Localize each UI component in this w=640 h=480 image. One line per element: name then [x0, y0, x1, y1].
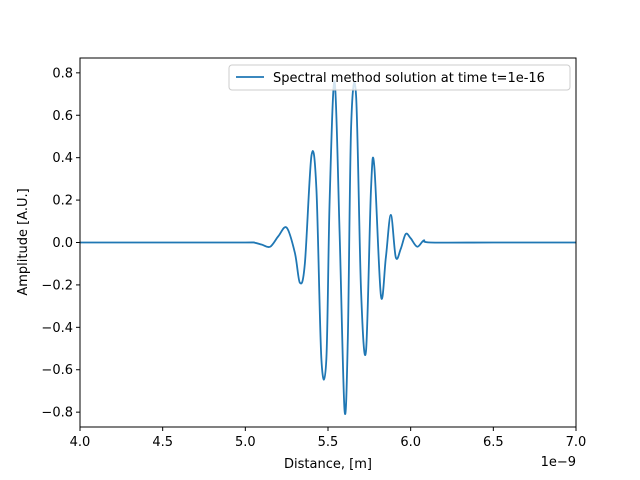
x-axis-label: Distance, [m] [284, 457, 372, 472]
x-tick-label: 5.5 [318, 435, 339, 450]
y-tick-label: −0.8 [41, 406, 73, 421]
y-tick-label: 0.0 [52, 236, 73, 251]
y-tick-label: −0.6 [41, 363, 73, 378]
y-tick-label: 0.4 [52, 151, 73, 166]
axis-ticks: 4.0 4.5 5.0 5.5 6.0 6.5 7.0 −0.8 −0.6 −0.4 −0.2 0.0… [41, 66, 586, 450]
y-tick-label: −0.2 [41, 278, 73, 293]
y-axis-label: Amplitude [A.U.] [16, 188, 31, 295]
x-tick-label: 5.0 [235, 435, 256, 450]
series-group [80, 80, 576, 415]
x-tick-label: 7.0 [566, 435, 587, 450]
legend-box [228, 64, 571, 91]
y-tick-label: −0.4 [41, 321, 73, 336]
x-tick-label: 6.5 [483, 435, 504, 450]
y-tick-label: 0.2 [52, 194, 73, 209]
x-tick-label: 4.0 [70, 435, 91, 450]
y-tick-label: 0.6 [52, 109, 73, 124]
legend: Spectral method solution at time t=1e-16 [228, 64, 571, 91]
legend-label: Spectral method solution at time t=1e-16 [273, 71, 545, 86]
y-tick-label: 0.8 [52, 66, 73, 81]
series-line [80, 80, 576, 415]
plot-frame [79, 57, 577, 428]
x-tick-label: 4.5 [152, 435, 173, 450]
x-tick-label: 6.0 [400, 435, 421, 450]
x-axis-offset-label: 1e−9 [541, 455, 576, 470]
